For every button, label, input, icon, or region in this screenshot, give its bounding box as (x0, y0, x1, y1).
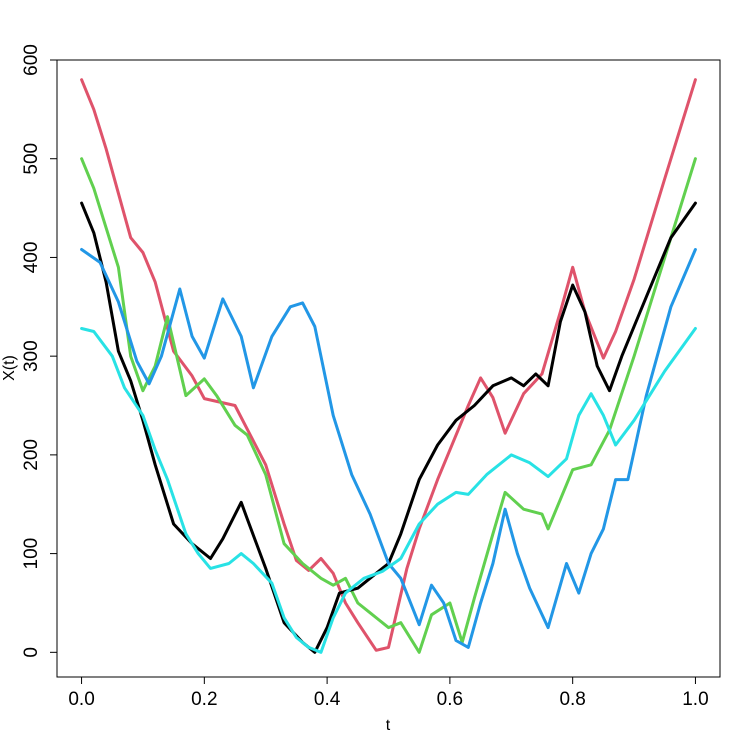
y-tick-label: 100 (21, 538, 42, 570)
x-tick-label: 0.6 (437, 689, 463, 710)
y-axis: 0 100 200 300 400 500 600 (21, 44, 58, 658)
y-tick-label: 300 (21, 340, 42, 372)
x-tick-label: 0.4 (314, 689, 341, 710)
series-line-2 (80, 157, 697, 654)
x-axis: 0.0 0.2 0.4 0.6 0.8 1.0 (68, 676, 709, 710)
y-axis-title: X(t) (1, 355, 18, 381)
y-tick-label: 200 (21, 439, 42, 471)
series-line-4 (80, 248, 697, 649)
y-tick-label: 0 (21, 647, 42, 658)
series-group (80, 78, 697, 654)
series-line-3 (80, 201, 697, 654)
x-tick-label: 0.0 (68, 689, 94, 710)
series-line-1 (80, 78, 697, 652)
x-tick-label: 1.0 (682, 689, 708, 710)
x-tick-label: 0.2 (191, 689, 217, 710)
y-tick-label: 500 (21, 143, 42, 175)
y-tick-label: 400 (21, 242, 42, 274)
x-axis-title: t (386, 717, 391, 734)
x-tick-label: 0.8 (559, 689, 585, 710)
y-tick-label: 600 (21, 44, 42, 76)
series-line-5 (80, 327, 697, 654)
